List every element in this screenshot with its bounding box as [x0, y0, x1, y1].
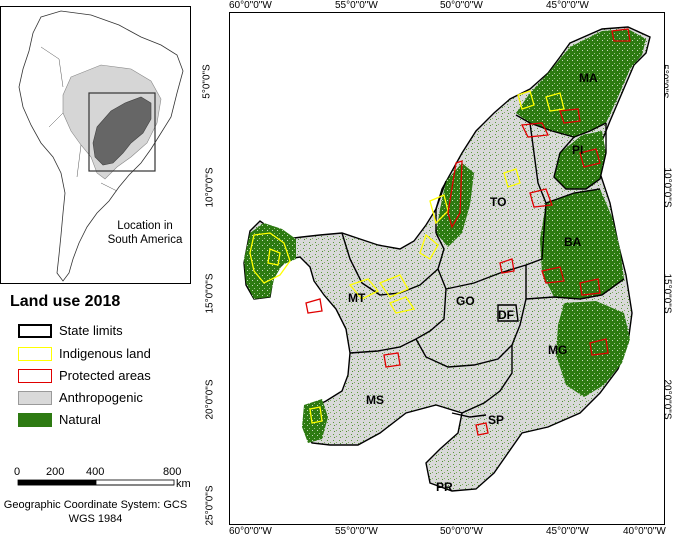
protected-areas [305, 28, 631, 436]
legend-item-anthropogenic: Anthropogenic [18, 390, 193, 406]
coord-left-5s: 5°0"0"S [201, 64, 213, 99]
legend-label: Anthropogenic [59, 390, 143, 405]
state-label-to: TO [490, 195, 507, 209]
natural-area-pi [554, 131, 606, 189]
scale-unit-label: km [176, 478, 191, 490]
inset-extent-box [88, 92, 156, 172]
coord-bottom-60w: 60°0"0"W [229, 526, 272, 537]
state-label-mt: MT [348, 291, 366, 305]
scale-tick-label: 200 [46, 466, 65, 478]
cerrado-land-use-map [243, 26, 651, 492]
south-america-outline [18, 10, 184, 282]
legend-swatch [18, 391, 52, 405]
natural-area-ma [516, 29, 646, 137]
coord-top-50w: 50°0"0"W [440, 0, 483, 11]
legend-label: Indigenous land [59, 346, 151, 361]
state-label-pi: PI [572, 143, 584, 157]
coord-top-60w: 60°0"0"W [229, 0, 272, 11]
natural-area-mg [556, 301, 630, 397]
legend-item-indigenous-land: Indigenous land [18, 346, 193, 362]
coord-bottom-45w: 45°0"0"W [546, 526, 589, 537]
legend-label: Protected areas [59, 368, 151, 383]
state-label-go: GO [456, 294, 475, 308]
coord-top-55w: 55°0"0"W [335, 0, 378, 11]
inset-label: Location in South America [107, 220, 183, 246]
coord-bottom-40w: 40°0"0"W [623, 526, 666, 537]
state-label-mg: MG [548, 343, 568, 357]
legend-item-protected-areas: Protected areas [18, 368, 193, 384]
state-label-ba: BA [564, 235, 582, 249]
state-label-ms: MS [366, 393, 384, 407]
coord-bottom-55w: 55°0"0"W [335, 526, 378, 537]
state-label-ma: MA [579, 71, 598, 85]
legend-item-natural: Natural [18, 412, 193, 428]
legend-item-state-limits: State limits [18, 323, 193, 339]
natural-area-ms-sw [302, 399, 328, 443]
legend-title: Land use 2018 [10, 293, 121, 310]
coord-top-45w: 45°0"0"W [546, 0, 589, 11]
legend-swatch [18, 413, 52, 427]
state-label-pr: PR [436, 480, 453, 494]
biome-region [243, 26, 651, 492]
scale-tick-label: 800 [163, 466, 182, 478]
scale-tick-label: 0 [14, 466, 21, 478]
coord-bottom-50w: 50°0"0"W [440, 526, 483, 537]
legend-swatch [18, 347, 52, 361]
main-map: MA PI TO BA MT GO DF MG MS SP PR [229, 12, 665, 525]
coord-left-15s: 15°0"0"S [204, 273, 216, 314]
coord-left-25s: 25°0"0"S [204, 485, 216, 526]
legend-swatch [18, 369, 52, 383]
legend-swatch [18, 324, 52, 338]
scale-tick-label: 400 [86, 466, 105, 478]
inset-location-map: Location in South America [0, 6, 191, 284]
state-limits [341, 114, 625, 418]
state-label-sp: SP [488, 413, 505, 427]
legend-label: State limits [59, 323, 123, 338]
coordinate-system-note: Geographic Coordinate System: GCS WGS 19… [3, 499, 188, 525]
coord-left-10s: 10°0"0"S [204, 167, 216, 208]
state-label-df: DF [498, 308, 514, 322]
legend-label: Natural [59, 412, 101, 427]
coord-left-20s: 20°0"0"S [204, 379, 216, 420]
scale-bar: 0 200 400 800 km [0, 458, 191, 494]
